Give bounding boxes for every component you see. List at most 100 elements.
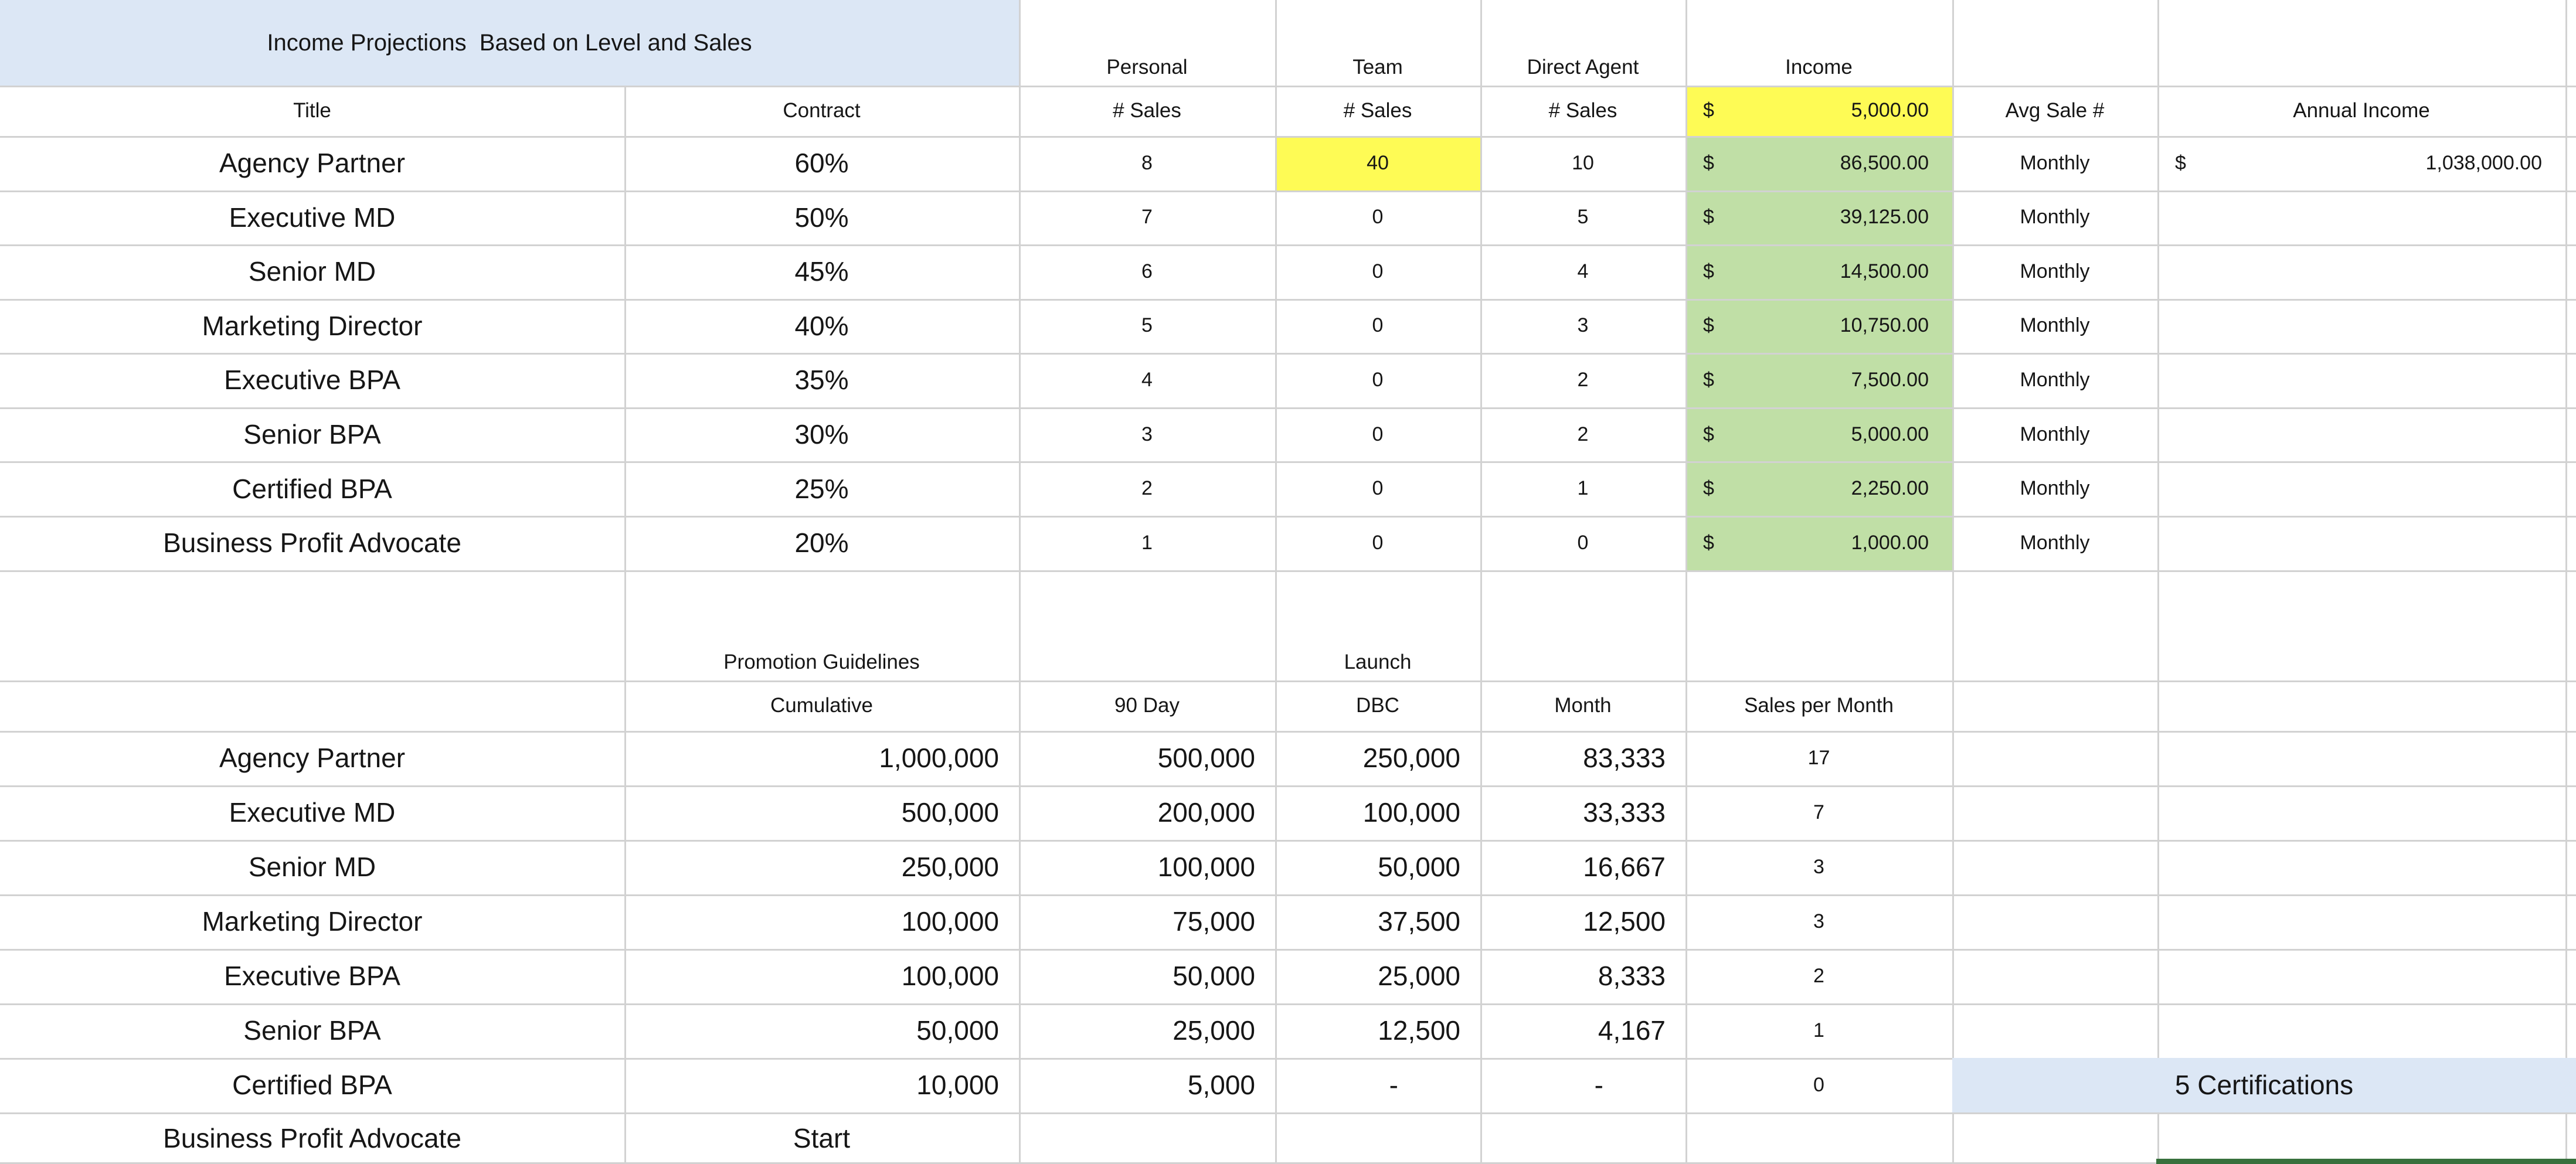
t2-row-spm[interactable]: 3 <box>1813 855 1824 878</box>
t2-row-spm[interactable]: 0 <box>1813 1073 1824 1096</box>
t2-header-sales-per-month[interactable]: Sales per Month <box>1744 693 1894 717</box>
t1-row-title[interactable]: Marketing Director <box>202 310 423 341</box>
t1-row-team[interactable]: 40 <box>1367 151 1389 174</box>
t1-row-avg[interactable]: Monthly <box>2020 368 2090 391</box>
t2-row-dbc[interactable]: 50,000 <box>1378 852 1460 883</box>
t2-launch-label[interactable]: Launch <box>1344 650 1412 673</box>
t2-row-dbc[interactable]: - <box>1389 1070 1398 1101</box>
t2-row-month[interactable]: 12,500 <box>1583 906 1666 937</box>
t2-row-cumulative[interactable]: 1,000,000 <box>879 743 999 774</box>
t2-row-spm[interactable]: 17 <box>1807 746 1830 769</box>
t1-row-team[interactable]: 0 <box>1372 477 1384 500</box>
t1-row-personal[interactable]: 6 <box>1141 260 1153 283</box>
t1-row-team[interactable]: 0 <box>1372 531 1384 554</box>
t1-row-direct[interactable]: 2 <box>1577 368 1589 391</box>
t1-row-personal[interactable]: 5 <box>1141 314 1153 337</box>
t1-header-team-sales[interactable]: # Sales <box>1343 98 1412 122</box>
t2-row-90day[interactable]: 100,000 <box>1157 852 1255 883</box>
t1-row-avg[interactable]: Monthly <box>2020 260 2090 283</box>
certifications-note[interactable]: 5 Certifications <box>1952 1058 2576 1112</box>
t2-row-cumulative[interactable]: 100,000 <box>901 906 999 937</box>
t2-row-title[interactable]: Senior BPA <box>243 1015 381 1046</box>
t1-row-team[interactable]: 0 <box>1372 368 1384 391</box>
t1-row-income[interactable]: $ 39,125.00 <box>1685 190 1952 244</box>
t2-row-month[interactable]: 4,167 <box>1598 1015 1666 1046</box>
t1-row-personal[interactable]: 4 <box>1141 368 1153 391</box>
t2-row-dbc[interactable]: 100,000 <box>1362 797 1460 828</box>
t2-row-90day[interactable]: 5,000 <box>1187 1070 1255 1101</box>
t1-row-avg[interactable]: Monthly <box>2020 206 2090 229</box>
t2-row-title[interactable]: Executive BPA <box>224 961 400 992</box>
t2-row-title[interactable]: Executive MD <box>229 797 396 828</box>
t1-row-contract[interactable]: 30% <box>794 419 849 450</box>
t2-row-cumulative[interactable]: 250,000 <box>901 852 999 883</box>
t2-row-title[interactable]: Business Profit Advocate <box>163 1122 461 1153</box>
t1-row-direct[interactable]: 0 <box>1577 531 1589 554</box>
t1-header-direct-agent[interactable]: Direct Agent <box>1527 55 1639 79</box>
t1-header-contract[interactable]: Contract <box>783 98 861 122</box>
t1-header-annual-income[interactable]: Annual Income <box>2293 98 2430 122</box>
t1-row-personal[interactable]: 8 <box>1141 151 1153 174</box>
t2-header-cumulative[interactable]: Cumulative <box>770 693 874 717</box>
t2-row-90day[interactable]: 50,000 <box>1173 961 1255 992</box>
t1-row-personal[interactable]: 7 <box>1141 206 1153 229</box>
t1-row-income[interactable]: $ 86,500.00 <box>1685 136 1952 190</box>
t1-row-contract[interactable]: 60% <box>794 148 849 179</box>
t1-row-personal[interactable]: 2 <box>1141 477 1153 500</box>
t1-row-title[interactable]: Executive BPA <box>224 365 400 396</box>
t1-row-title[interactable]: Executive MD <box>229 202 396 233</box>
t1-row-personal[interactable]: 3 <box>1141 423 1153 445</box>
t1-row-contract[interactable]: 20% <box>794 527 849 559</box>
t2-header-month[interactable]: Month <box>1554 693 1612 717</box>
t1-header-team[interactable]: Team <box>1352 55 1403 79</box>
t2-header-90day[interactable]: 90 Day <box>1114 693 1180 717</box>
t1-row-team[interactable]: 0 <box>1372 314 1384 337</box>
t1-row-direct[interactable]: 4 <box>1577 260 1589 283</box>
t2-row-month[interactable]: 83,333 <box>1583 743 1666 774</box>
t1-row-direct[interactable]: 3 <box>1577 314 1589 337</box>
t1-row-title[interactable]: Agency Partner <box>219 148 406 179</box>
t2-row-title[interactable]: Agency Partner <box>219 743 406 774</box>
t1-row-contract[interactable]: 50% <box>794 202 849 233</box>
t1-row-avg[interactable]: Monthly <box>2020 477 2090 500</box>
t1-row-personal[interactable]: 1 <box>1141 531 1153 554</box>
t2-row-cumulative[interactable]: 10,000 <box>916 1070 999 1101</box>
t1-row-direct[interactable]: 5 <box>1577 206 1589 229</box>
t1-row-avg[interactable]: Monthly <box>2020 423 2090 445</box>
t2-row-month[interactable]: 33,333 <box>1583 797 1666 828</box>
t2-row-spm[interactable]: 2 <box>1813 964 1824 987</box>
t1-row-income[interactable]: $ 7,500.00 <box>1685 353 1952 407</box>
t2-row-90day[interactable]: 75,000 <box>1173 906 1255 937</box>
t1-row-team[interactable]: 0 <box>1372 260 1384 283</box>
t1-row-title[interactable]: Senior BPA <box>243 419 381 450</box>
t1-header-title[interactable]: Title <box>293 98 331 122</box>
t2-row-dbc[interactable]: 12,500 <box>1378 1015 1460 1046</box>
t2-row-dbc[interactable]: 25,000 <box>1378 961 1460 992</box>
t2-row-dbc[interactable]: 37,500 <box>1378 906 1460 937</box>
t1-row-contract[interactable]: 45% <box>794 256 849 287</box>
t2-row-title[interactable]: Senior MD <box>248 852 376 883</box>
t1-header-personal[interactable]: Personal <box>1106 55 1188 79</box>
t1-row-contract[interactable]: 35% <box>794 365 849 396</box>
t1-row-direct[interactable]: 2 <box>1577 423 1589 445</box>
t1-header-personal-sales[interactable]: # Sales <box>1113 98 1181 122</box>
t1-row-contract[interactable]: 40% <box>794 310 849 341</box>
t2-row-month[interactable]: 16,667 <box>1583 852 1666 883</box>
t2-row-spm[interactable]: 7 <box>1813 801 1824 823</box>
t1-header-direct-sales[interactable]: # Sales <box>1548 98 1617 122</box>
sheet-title-banner[interactable]: Income Projections Based on Level and Sa… <box>0 0 1019 86</box>
t1-row-title[interactable]: Senior MD <box>248 256 376 287</box>
t1-row-contract[interactable]: 25% <box>794 473 849 504</box>
t2-row-month[interactable]: 8,333 <box>1598 961 1666 992</box>
t1-row-title[interactable]: Certified BPA <box>232 473 392 504</box>
t2-row-cumulative[interactable]: Start <box>793 1122 851 1153</box>
t1-row-income[interactable]: $ 5,000.00 <box>1685 407 1952 462</box>
t2-row-90day[interactable]: 500,000 <box>1157 743 1255 774</box>
t2-row-cumulative[interactable]: 100,000 <box>901 961 999 992</box>
t1-row-income[interactable]: $ 10,750.00 <box>1685 299 1952 353</box>
t1-header-avg-sale[interactable]: Avg Sale # <box>2005 98 2105 122</box>
t2-row-cumulative[interactable]: 50,000 <box>916 1015 999 1046</box>
t2-row-spm[interactable]: 1 <box>1813 1019 1824 1042</box>
t1-row-avg[interactable]: Monthly <box>2020 314 2090 337</box>
t2-row-month[interactable]: - <box>1594 1070 1603 1101</box>
